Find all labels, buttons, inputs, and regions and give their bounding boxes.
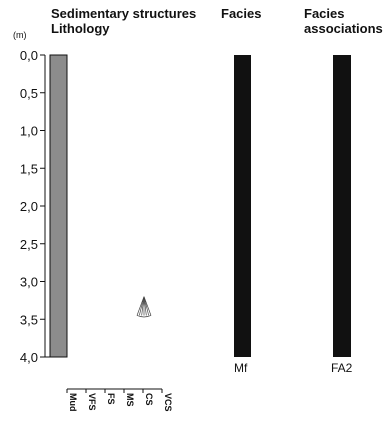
fan-ray xyxy=(136,296,145,316)
lithology-bar xyxy=(49,54,68,358)
fan-ray xyxy=(143,296,152,316)
grain-size-label: CS xyxy=(144,393,154,406)
depth-tick-label: 0,5 xyxy=(20,86,38,101)
grain-size-label: VFS xyxy=(87,393,97,411)
depth-tick-label: 1,0 xyxy=(20,124,38,139)
grain-size-label: VCS xyxy=(163,393,173,412)
depth-tick-label: 2,0 xyxy=(20,199,38,214)
sedimentary-structures xyxy=(136,296,152,318)
grain-size-label: Mud xyxy=(68,393,78,412)
fan-ray xyxy=(143,296,147,316)
structures-header: Sedimentary structures xyxy=(51,6,196,21)
depth-axis: 0,0 0,5 1,0 1,5 2,0 2,5 3,0 3,5 4,0 xyxy=(20,48,67,365)
fan-ray xyxy=(143,296,150,316)
depth-tick-label: 3,0 xyxy=(20,275,38,290)
fan-ray xyxy=(138,296,145,316)
grain-size-label: FS xyxy=(106,393,116,405)
fan-structure-icon xyxy=(136,296,152,318)
depth-tick-label: 0,0 xyxy=(20,48,38,63)
fan-base xyxy=(136,315,152,318)
grain-size-label: MS xyxy=(125,393,135,407)
associations-header-line1: Facies xyxy=(304,6,344,21)
facies-code-label: Mf xyxy=(234,361,248,375)
facies-association-code-label: FA2 xyxy=(331,361,353,375)
lithology-header: Lithology xyxy=(51,21,110,36)
facies-bar xyxy=(234,55,251,357)
facies-association-bar xyxy=(333,55,351,357)
depth-tick-label: 4,0 xyxy=(20,350,38,365)
associations-header-line2: associations xyxy=(304,21,383,36)
depth-tick-label: 3,5 xyxy=(20,312,38,327)
fan-ray xyxy=(141,296,145,316)
depth-tick-label: 1,5 xyxy=(20,161,38,176)
depth-tick-label: 2,5 xyxy=(20,237,38,252)
grain-size-scale: Mud VFS FS MS CS VCS xyxy=(66,388,173,412)
facies-header: Facies xyxy=(221,6,261,21)
depth-unit-label: (m) xyxy=(13,30,27,40)
